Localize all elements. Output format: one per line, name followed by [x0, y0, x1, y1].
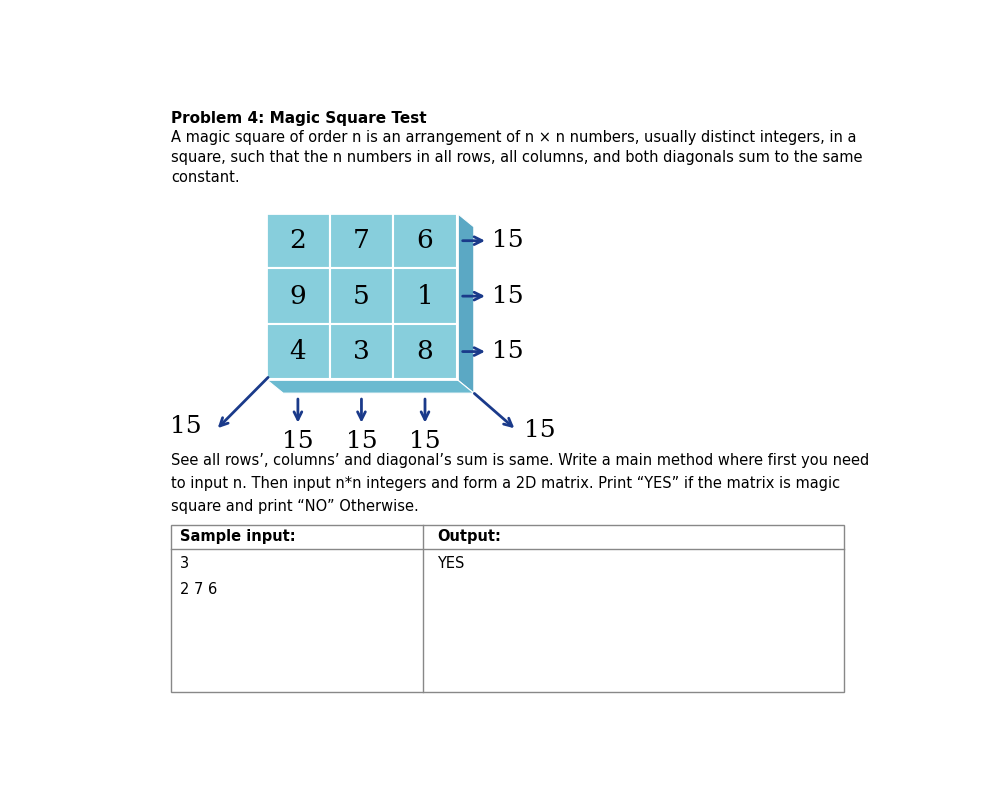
Text: YES: YES: [437, 556, 464, 571]
Bar: [330, 324, 393, 379]
Text: square and print “NO” Otherwise.: square and print “NO” Otherwise.: [171, 500, 418, 515]
Text: 15: 15: [282, 430, 313, 453]
Text: 15: 15: [492, 285, 524, 308]
Bar: [393, 213, 457, 268]
Bar: [171, 525, 844, 692]
Bar: [266, 268, 330, 324]
Text: A magic square of order n is an arrangement of n × n numbers, usually distinct i: A magic square of order n is an arrangem…: [171, 130, 856, 145]
Text: 15: 15: [492, 229, 524, 252]
Text: 9: 9: [290, 284, 306, 308]
Text: 8: 8: [416, 339, 433, 364]
Bar: [393, 268, 457, 324]
Text: Problem 4: Magic Square Test: Problem 4: Magic Square Test: [171, 111, 426, 126]
Text: Output:: Output:: [437, 530, 501, 545]
Text: to input n. Then input n*n integers and form a 2D matrix. Print “YES” if the mat: to input n. Then input n*n integers and …: [171, 477, 840, 492]
Text: 15: 15: [524, 419, 556, 442]
Text: 7: 7: [353, 228, 370, 253]
Text: 2: 2: [290, 228, 306, 253]
Text: 15: 15: [171, 415, 202, 438]
Polygon shape: [266, 379, 474, 393]
Text: Sample input:: Sample input:: [180, 530, 296, 545]
Text: 5: 5: [354, 284, 370, 308]
Bar: [266, 213, 457, 379]
Text: See all rows’, columns’ and diagonal’s sum is same. Write a main method where fi: See all rows’, columns’ and diagonal’s s…: [171, 454, 869, 468]
Text: 2 7 6: 2 7 6: [180, 582, 217, 597]
Bar: [266, 324, 330, 379]
Bar: [393, 324, 457, 379]
Text: 15: 15: [409, 430, 441, 453]
Text: 1: 1: [416, 284, 433, 308]
Bar: [330, 213, 393, 268]
Text: 4: 4: [290, 339, 306, 364]
Text: 3: 3: [180, 556, 190, 571]
Text: 3: 3: [353, 339, 370, 364]
Text: square, such that the n numbers in all rows, all columns, and both diagonals sum: square, such that the n numbers in all r…: [171, 150, 862, 165]
Bar: [330, 268, 393, 324]
Text: 6: 6: [416, 228, 433, 253]
Bar: [266, 213, 330, 268]
Text: 15: 15: [346, 430, 377, 453]
Text: 15: 15: [492, 340, 524, 363]
Text: constant.: constant.: [171, 170, 240, 185]
Polygon shape: [457, 213, 474, 393]
